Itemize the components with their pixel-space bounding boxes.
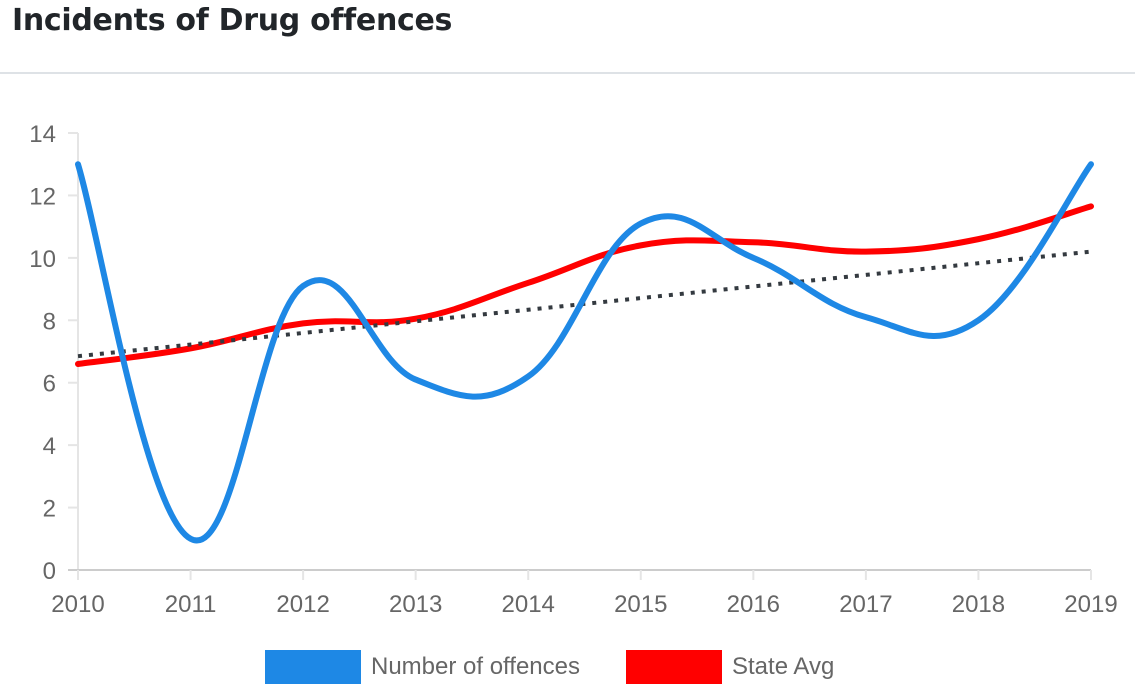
y-tick-label: 8 — [43, 308, 56, 335]
state-avg-series — [75, 203, 1094, 367]
y-tick-label: 12 — [29, 183, 56, 210]
x-tick-label: 2018 — [952, 591, 1005, 618]
axes — [68, 132, 1092, 580]
line-chart: 0 2 4 6 8 10 12 14 2010 2011 2012 2013 2014 2015 2016… — [29, 121, 1117, 618]
trendline — [77, 249, 1092, 359]
x-tick-label: 2012 — [276, 591, 329, 618]
state-avg-line — [75, 203, 1094, 367]
x-tick-label: 2019 — [1064, 591, 1117, 618]
x-tick-label: 2016 — [727, 591, 780, 618]
y-tick-label: 2 — [43, 496, 56, 523]
legend-swatch-red — [626, 650, 722, 684]
legend-swatch-blue — [265, 650, 361, 684]
y-tick-label: 14 — [29, 121, 56, 148]
offences-line — [75, 161, 1094, 544]
trend-line — [77, 249, 1092, 359]
y-tick-label: 0 — [43, 558, 56, 585]
y-tick-label: 10 — [29, 246, 56, 273]
chart-title: Incidents of Drug offences — [12, 3, 453, 38]
x-tick-label: 2011 — [165, 591, 217, 618]
x-tick-label: 2014 — [502, 591, 555, 618]
legend-item-number-of-offences[interactable]: Number of offences — [265, 648, 580, 686]
y-tick-label: 4 — [43, 433, 56, 460]
header-divider — [0, 72, 1135, 74]
x-tick-label: 2015 — [614, 591, 667, 618]
x-tick-label: 2010 — [51, 591, 104, 618]
legend-label: State Avg — [732, 653, 835, 680]
x-tick-label: 2013 — [389, 591, 442, 618]
x-axis-labels: 2010 2011 2012 2013 2014 2015 2016 2017 2018 2019 — [51, 591, 1117, 618]
offences-series — [75, 161, 1094, 544]
y-axis-labels: 0 2 4 6 8 10 12 14 — [29, 121, 56, 585]
x-tick-label: 2017 — [839, 591, 892, 618]
y-tick-label: 6 — [43, 371, 56, 398]
legend: Number of offences State Avg — [0, 648, 1135, 686]
legend-label: Number of offences — [371, 653, 581, 680]
legend-item-state-avg[interactable]: State Avg — [626, 648, 834, 686]
